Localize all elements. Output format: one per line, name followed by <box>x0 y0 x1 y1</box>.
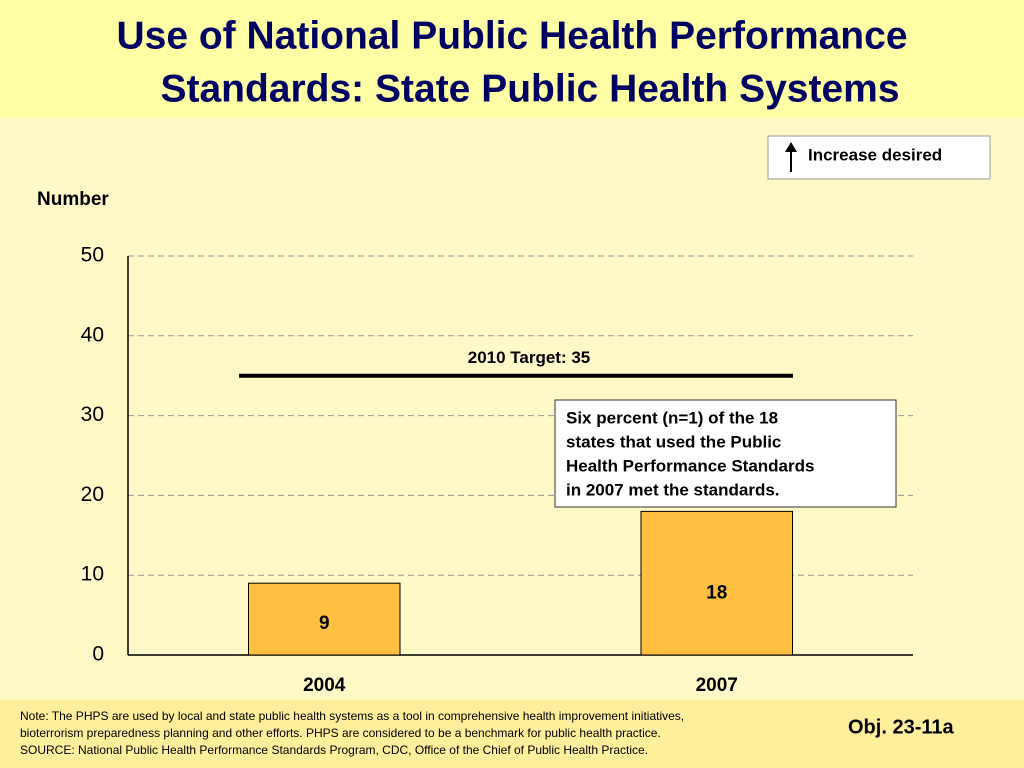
footer-note: bioterrorism preparedness planning and o… <box>20 726 661 740</box>
y-tick-label: 10 <box>81 563 104 586</box>
title-line: Standards: State Public Health Systems <box>160 67 899 110</box>
legend-text: Increase desired <box>808 145 942 164</box>
footer-band <box>0 700 1024 768</box>
y-tick-label: 50 <box>81 244 104 267</box>
x-tick-label: 2004 <box>303 675 346 696</box>
footer-note: Note: The PHPS are used by local and sta… <box>20 709 684 723</box>
target-label: 2010 Target: 35 <box>468 348 591 367</box>
legend-box <box>767 135 991 180</box>
value-label: 18 <box>706 582 727 603</box>
annotation-box <box>554 399 897 508</box>
annotation-line: Health Performance Standards <box>566 456 814 475</box>
annotation-line: Six percent (n=1) of the 18 <box>566 408 778 427</box>
annotation-line: states that used the Public <box>566 432 781 451</box>
y-tick-label: 20 <box>81 483 104 506</box>
objective: Obj. 23-11a <box>848 716 954 738</box>
legend-arrowhead <box>785 142 797 152</box>
y-axis-label: Number <box>37 189 109 210</box>
x-tick-label: 2007 <box>696 675 738 696</box>
y-tick-label: 30 <box>81 403 104 426</box>
title-band <box>0 0 1024 118</box>
title-line: Use of National Public Health Performanc… <box>116 14 907 57</box>
bar <box>247 582 401 656</box>
y-tick-label: 0 <box>92 643 104 666</box>
footer-note: SOURCE: National Public Health Performan… <box>20 743 648 757</box>
y-tick-label: 40 <box>81 323 104 346</box>
value-label: 9 <box>319 613 330 634</box>
annotation-line: in 2007 met the standards. <box>566 480 780 499</box>
bar <box>640 510 794 656</box>
